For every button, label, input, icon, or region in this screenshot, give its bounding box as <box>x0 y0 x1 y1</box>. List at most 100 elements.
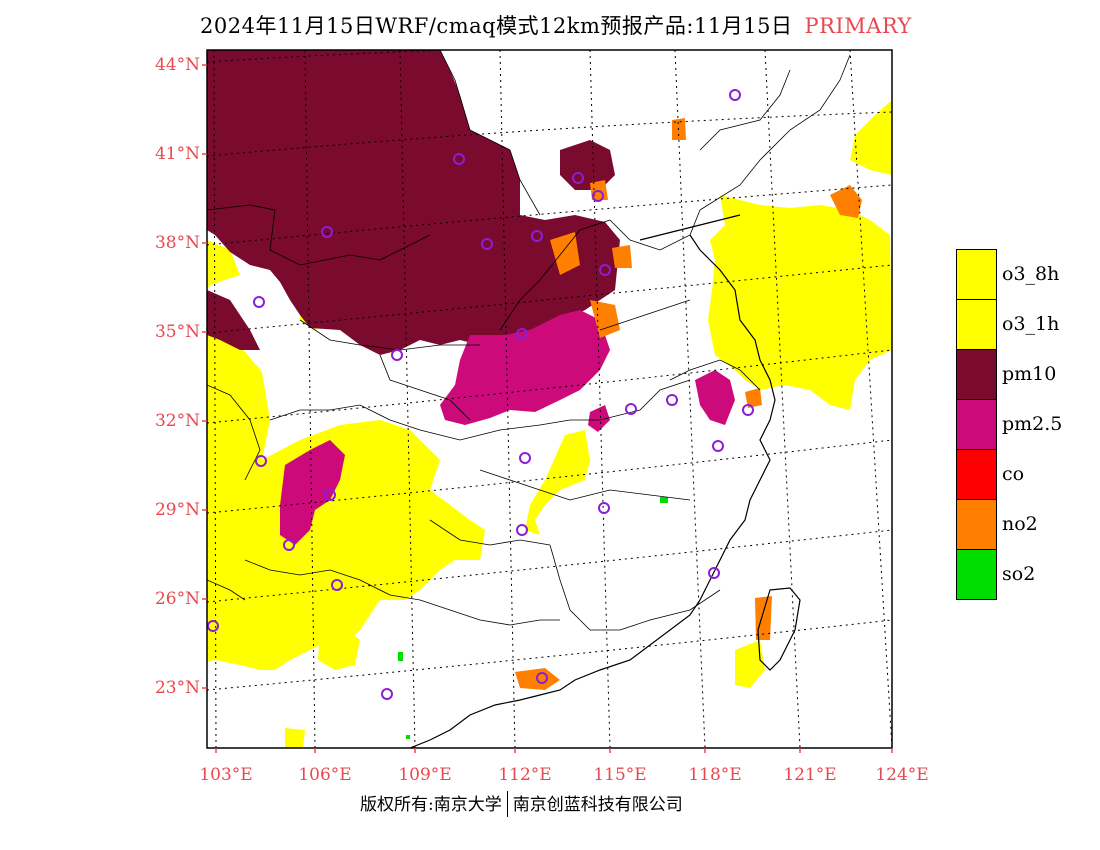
legend-swatch <box>956 549 997 600</box>
legend-label: pm2.5 <box>1002 413 1063 435</box>
station-marker <box>453 153 465 165</box>
lat-label-38: 38°N <box>154 233 200 253</box>
station-marker <box>381 688 393 700</box>
o3-region-korea <box>850 100 892 175</box>
o3-region-southwest <box>207 335 485 670</box>
no2-spot-taiwan-strait <box>755 596 772 640</box>
lat-label-44: 44°N <box>154 55 200 75</box>
lat-label-32: 32°N <box>154 411 200 431</box>
pm25-region-anhui <box>588 405 610 432</box>
footer-divider <box>506 791 508 817</box>
graticule <box>207 50 892 748</box>
o3-region-guangxi <box>318 628 360 670</box>
lat-label-41: 41°N <box>154 144 200 164</box>
legend-item-o3-1h: o3_1h <box>956 299 1096 350</box>
legend-item-co: co <box>956 449 1096 500</box>
station-marker <box>324 489 336 501</box>
station-marker <box>207 620 219 632</box>
so2-spot-3 <box>406 735 410 739</box>
pm10-region-north <box>207 50 620 355</box>
o3-region-sichuan-north <box>207 240 240 290</box>
legend-item-pm25: pm2.5 <box>956 399 1096 450</box>
legend-item-so2: so2 <box>956 549 1096 600</box>
no2-spot-shandong <box>612 245 632 268</box>
o3-region-east <box>708 195 892 410</box>
legend-label: o3_1h <box>1002 313 1060 335</box>
no2-regions <box>515 118 862 690</box>
station-marker <box>666 394 678 406</box>
station-markers <box>207 89 754 700</box>
legend-label: pm10 <box>1002 363 1057 385</box>
lat-label-23: 23°N <box>154 678 200 698</box>
station-marker <box>572 172 584 184</box>
pm10-region-northeast <box>560 140 615 190</box>
lon-label-121: 121°E <box>783 765 837 785</box>
so2-regions <box>398 497 668 739</box>
primary-tag: PRIMARY <box>804 14 912 38</box>
lon-label-106: 106°E <box>298 765 352 785</box>
station-marker <box>599 264 611 276</box>
station-marker <box>708 567 720 579</box>
station-marker <box>598 502 610 514</box>
lon-label-112: 112°E <box>498 765 552 785</box>
station-marker <box>729 89 741 101</box>
pm10-regions <box>207 50 620 355</box>
legend: o3_8h o3_1h pm10 pm2.5 co no2 so2 <box>956 249 1096 600</box>
station-marker <box>481 238 493 250</box>
legend-swatch <box>956 299 997 350</box>
station-marker <box>253 296 265 308</box>
no2-spot-liaoning <box>672 118 686 140</box>
copyright-right: 南京创蓝科技有限公司 <box>512 795 683 815</box>
station-marker <box>519 452 531 464</box>
station-marker <box>531 230 543 242</box>
station-marker <box>592 190 604 202</box>
lon-label-118: 118°E <box>688 765 742 785</box>
station-marker <box>742 404 754 416</box>
pm25-region-jiangsu <box>695 370 735 425</box>
station-marker <box>516 328 528 340</box>
lon-label-103: 103°E <box>199 765 253 785</box>
title-text: 2024年11月15日WRF/cmaq模式12km预报产品:11月15日 <box>200 14 793 38</box>
legend-label: co <box>1002 463 1025 485</box>
station-marker <box>255 455 267 467</box>
taiwan-outline <box>757 587 801 671</box>
legend-label: o3_8h <box>1002 263 1060 285</box>
station-marker <box>283 539 295 551</box>
copyright-footer: 版权所有:南京大学 南京创蓝科技有限公司 <box>360 790 683 817</box>
no2-spot-hebei <box>550 232 580 275</box>
pm10-region-west <box>207 290 260 350</box>
no2-spot-shanghai <box>745 388 762 408</box>
station-marker <box>391 349 403 361</box>
o3-region-hubei <box>525 430 590 535</box>
lat-label-26: 26°N <box>154 589 200 609</box>
legend-swatch <box>956 399 997 450</box>
legend-swatch <box>956 249 997 300</box>
lon-label-115: 115°E <box>593 765 647 785</box>
pm25-region-henan <box>440 310 610 425</box>
station-marker <box>331 579 343 591</box>
so2-spot-2 <box>398 652 403 661</box>
station-marker <box>516 524 528 536</box>
lon-label-124: 124°E <box>875 765 929 785</box>
station-marker <box>536 672 548 684</box>
lat-label-29: 29°N <box>154 500 200 520</box>
station-marker <box>321 226 333 238</box>
no2-spot-korea <box>830 185 862 218</box>
axis-ticks <box>202 64 893 753</box>
pm25-region-sichuan <box>280 440 345 545</box>
legend-label: no2 <box>1002 513 1038 535</box>
page-title: 2024年11月15日WRF/cmaq模式12km预报产品:11月15日 PRIM… <box>200 10 912 40</box>
legend-item-pm10: pm10 <box>956 349 1096 400</box>
station-marker <box>625 403 637 415</box>
province-boundaries <box>207 50 851 631</box>
station-marker <box>712 440 724 452</box>
legend-swatch <box>956 449 997 500</box>
legend-swatch <box>956 499 997 550</box>
so2-spot-1 <box>660 497 668 503</box>
legend-swatch <box>956 349 997 400</box>
o3-region-taiwan-west <box>735 640 765 688</box>
coastline <box>409 214 801 748</box>
legend-item-no2: no2 <box>956 499 1096 550</box>
lon-label-109: 109°E <box>398 765 452 785</box>
